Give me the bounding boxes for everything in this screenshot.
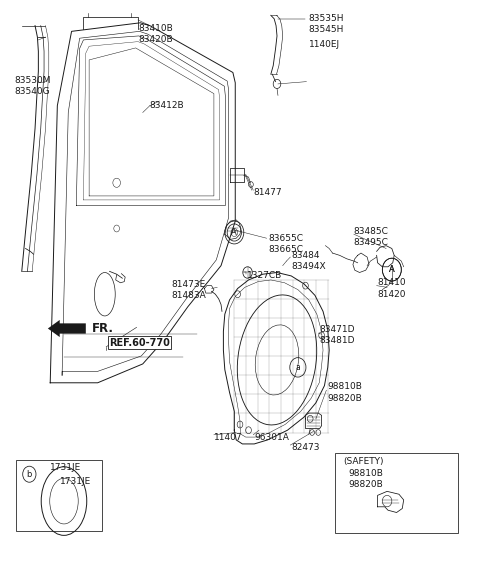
Text: 83471D
83481D: 83471D 83481D [320, 325, 355, 346]
Text: FR.: FR. [92, 322, 114, 335]
Text: 83410B
83420B: 83410B 83420B [138, 24, 173, 44]
Text: 83655C
83665C: 83655C 83665C [268, 234, 303, 254]
Text: 98810B
98820B: 98810B 98820B [328, 383, 363, 403]
Bar [335, 453, 458, 533]
Text: 83484
83494X: 83484 83494X [291, 251, 326, 271]
Text: 98810B
98820B: 98810B 98820B [348, 469, 383, 489]
Text: 81477: 81477 [253, 188, 282, 197]
Text: a: a [296, 363, 300, 372]
Bar [16, 460, 102, 531]
Text: REF.60-770: REF.60-770 [109, 338, 170, 348]
Text: 1327CB: 1327CB [247, 271, 282, 280]
Text: 83485C
83495C: 83485C 83495C [354, 227, 389, 247]
Text: A: A [231, 228, 237, 237]
Text: A: A [389, 265, 395, 274]
Text: 1731JE: 1731JE [50, 463, 82, 473]
Text: 83412B: 83412B [150, 101, 184, 110]
Text: b: b [27, 470, 32, 479]
Text: A: A [389, 265, 395, 274]
Text: 1731JE: 1731JE [60, 477, 91, 486]
Text: (SAFETY): (SAFETY) [343, 456, 384, 466]
Text: 81473E
81483A: 81473E 81483A [171, 280, 206, 299]
Text: 82473: 82473 [291, 443, 320, 452]
Text: 1140EJ: 1140EJ [309, 40, 340, 49]
Text: 96301A: 96301A [254, 433, 289, 441]
Text: 11407: 11407 [214, 433, 242, 441]
FancyArrow shape [48, 320, 86, 337]
Text: 83535H
83545H: 83535H 83545H [309, 14, 344, 34]
Text: 81410
81420: 81410 81420 [378, 279, 406, 298]
Text: 83530M
83540G: 83530M 83540G [14, 76, 51, 96]
